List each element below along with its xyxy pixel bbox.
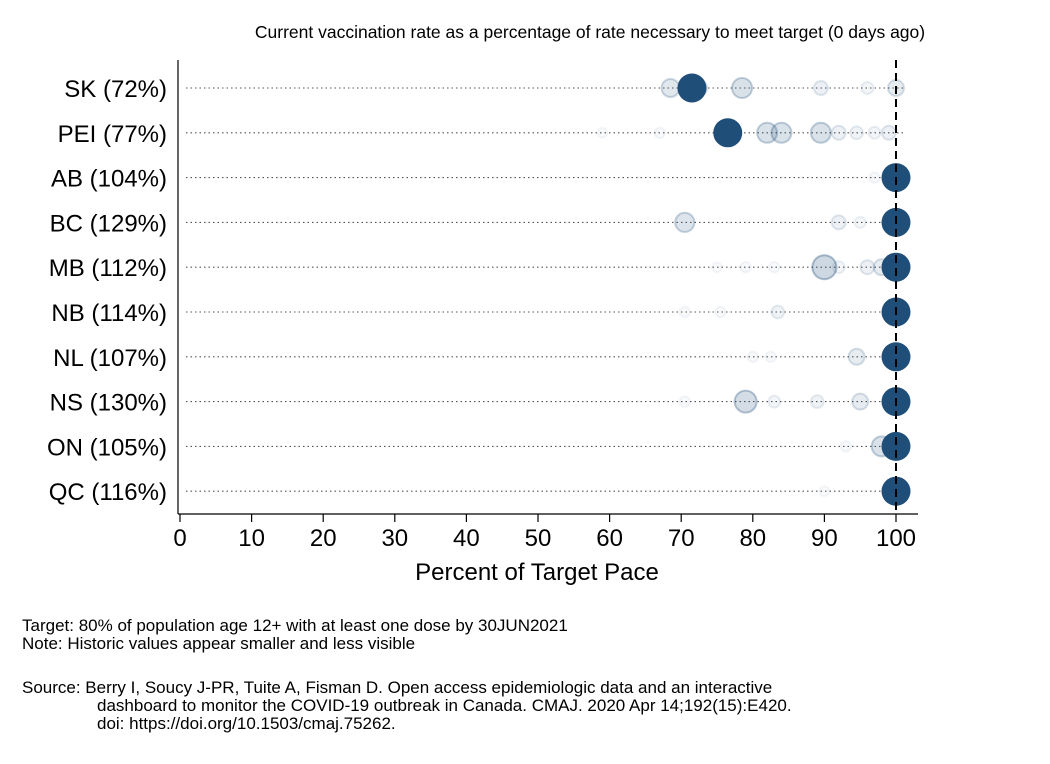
category-label: BC (129%) [50,210,167,237]
historic-point [711,261,723,274]
category-row: BC (129%) [50,207,911,237]
category-label: PEI (77%) [58,121,167,148]
historic-point [746,350,759,363]
x-tick-label: 30 [381,525,408,552]
current-point [677,73,707,103]
category-row: PEI (77%) [58,118,906,148]
category-row: MB (112%) [49,252,911,282]
historic-point [733,389,758,414]
historic-point [678,305,691,319]
category-row: NS (130%) [50,387,911,417]
historic-point [847,347,866,366]
current-point [881,252,911,282]
historic-point [853,215,867,229]
historic-point [764,350,777,363]
current-point [713,118,743,148]
x-tick-label: 40 [453,525,480,552]
historic-point [660,78,681,98]
current-point [881,431,911,461]
historic-note: Note: Historic values appear smaller and… [22,634,416,653]
chart-title: Current vaccination rate as a percentage… [255,22,925,42]
historic-point [678,395,691,408]
x-tick-label: 80 [739,525,766,552]
historic-point [767,394,782,409]
x-tick-label: 60 [596,525,623,552]
x-tick-label: 90 [811,525,838,552]
x-tick-label: 20 [310,525,337,552]
historic-point [880,124,897,141]
historic-point [867,125,882,140]
historic-point [770,121,793,144]
x-tick-label: 50 [525,525,552,552]
historic-point [868,171,881,184]
category-label: SK (72%) [64,76,167,103]
footnotes: Target: 80% of population age 12+ with a… [22,617,792,733]
historic-point [596,126,609,139]
source-line-3: doi: https://doi.org/10.1503/cmaj.75262. [97,714,396,733]
current-point [881,342,911,372]
category-row: AB (104%) [51,163,911,193]
historic-point [839,440,853,453]
historic-point [674,211,696,233]
historic-point [831,260,846,275]
vaccination-dot-chart: Current vaccination rate as a percentage… [47,22,925,586]
historic-point [851,392,870,411]
historic-point [860,81,875,95]
category-label: NS (130%) [50,390,167,417]
x-axis-label: Percent of Target Pace [415,559,659,586]
category-label: NB (114%) [51,300,167,327]
category-row: NB (114%) [51,297,911,327]
category-label: ON (105%) [47,434,167,461]
x-tick-label: 10 [238,525,265,552]
x-tick-label: 0 [173,525,186,552]
category-label: AB (104%) [51,166,167,193]
historic-point [830,214,847,231]
x-tick-label: 100 [876,525,916,552]
category-row: ON (105%) [47,431,911,461]
category-row: NL (107%) [53,342,911,372]
historic-point [768,261,781,274]
historic-point [818,485,831,498]
historic-point [653,126,666,140]
historic-point [714,305,727,319]
x-tick-label: 70 [668,525,695,552]
category-label: MB (112%) [49,255,167,282]
historic-point [756,121,779,144]
historic-point [830,124,847,141]
historic-point [849,125,865,141]
target-note: Target: 80% of population age 12+ with a… [22,616,568,635]
historic-point [731,77,754,99]
source-line-1: Source: Berry I, Soucy J-PR, Tuite A, Fi… [22,678,773,697]
historic-point [809,121,832,144]
historic-point [809,394,825,410]
historic-point [811,254,838,281]
historic-point [859,259,876,276]
category-label: QC (116%) [49,479,167,506]
category-label: NL (107%) [53,345,167,372]
historic-point [770,304,786,320]
historic-point [812,80,829,96]
historic-point [739,261,752,274]
source-line-2: dashboard to monitor the COVID-19 outbre… [97,696,792,715]
source-citation: Source: Berry I, Soucy J-PR, Tuite A, Fi… [22,679,792,733]
category-row: SK (72%) [64,73,906,103]
